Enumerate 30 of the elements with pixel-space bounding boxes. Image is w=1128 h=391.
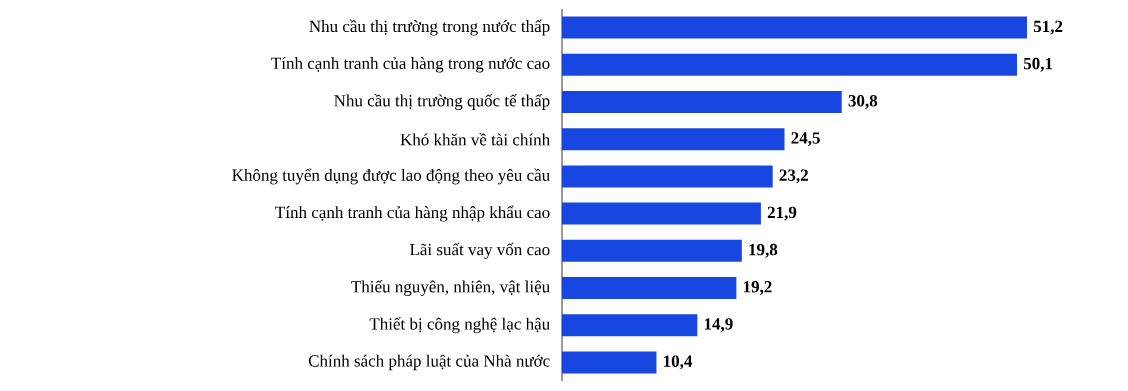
bar bbox=[562, 277, 737, 299]
data-label: 50,1 bbox=[1023, 57, 1053, 72]
bar bbox=[562, 165, 773, 188]
bar bbox=[562, 314, 698, 337]
data-label: 14,9 bbox=[704, 318, 733, 333]
y-tick-label: Lãi suất vay vốn cao bbox=[409, 242, 550, 259]
bar bbox=[562, 53, 1018, 76]
data-label: 10,4 bbox=[664, 355, 693, 370]
y-tick-label: Không tuyển dụng được lao động theo yêu cầu bbox=[232, 168, 550, 185]
bar bbox=[562, 16, 1028, 39]
y-tick-label: Thiếu nguyên, nhiên, vật liệu bbox=[351, 280, 550, 296]
data-label: 19,8 bbox=[749, 243, 778, 258]
data-label: 23,2 bbox=[779, 169, 808, 184]
data-label: 51,2 bbox=[1033, 20, 1063, 35]
y-tick-label: Tính cạnh tranh của hàng trong nước cao bbox=[271, 57, 550, 73]
data-label: 21,9 bbox=[767, 206, 797, 221]
bar bbox=[562, 128, 785, 151]
data-label: 24,5 bbox=[791, 132, 820, 147]
data-label: 19,2 bbox=[743, 281, 772, 295]
y-tick-label: Thiết bị công nghệ lạc hậu bbox=[369, 317, 550, 334]
bar bbox=[562, 239, 742, 262]
y-tick-label: Nhu cầu thị trường trong nước thấp bbox=[309, 19, 550, 36]
y-tick-label: Tính cạnh tranh của hàng nhập khẩu cao bbox=[275, 205, 550, 222]
y-tick-label: Nhu cầu thị trường quốc tế thấp bbox=[334, 94, 550, 110]
y-tick-label: Chính sách pháp luật của Nhà nước bbox=[308, 354, 550, 371]
bar bbox=[562, 351, 657, 374]
bar bbox=[562, 202, 761, 225]
y-tick-label: Khó khăn về tài chính bbox=[400, 132, 550, 146]
data-label: 30,8 bbox=[848, 95, 878, 109]
bar bbox=[562, 91, 842, 113]
